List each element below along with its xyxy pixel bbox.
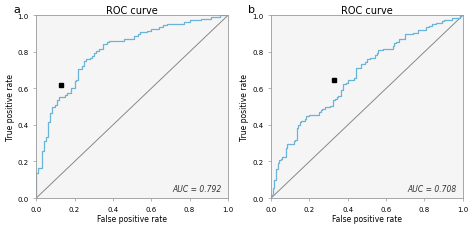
Y-axis label: True positive rate: True positive rate <box>240 74 249 141</box>
Text: a: a <box>13 5 20 15</box>
X-axis label: False positive rate: False positive rate <box>332 215 402 224</box>
Text: b: b <box>248 5 255 15</box>
Title: ROC curve: ROC curve <box>106 5 158 16</box>
Text: AUC = 0.708: AUC = 0.708 <box>408 184 457 193</box>
Title: ROC curve: ROC curve <box>341 5 393 16</box>
X-axis label: False positive rate: False positive rate <box>97 215 167 224</box>
Text: AUC = 0.792: AUC = 0.792 <box>173 184 222 193</box>
Y-axis label: True positive rate: True positive rate <box>6 74 15 141</box>
